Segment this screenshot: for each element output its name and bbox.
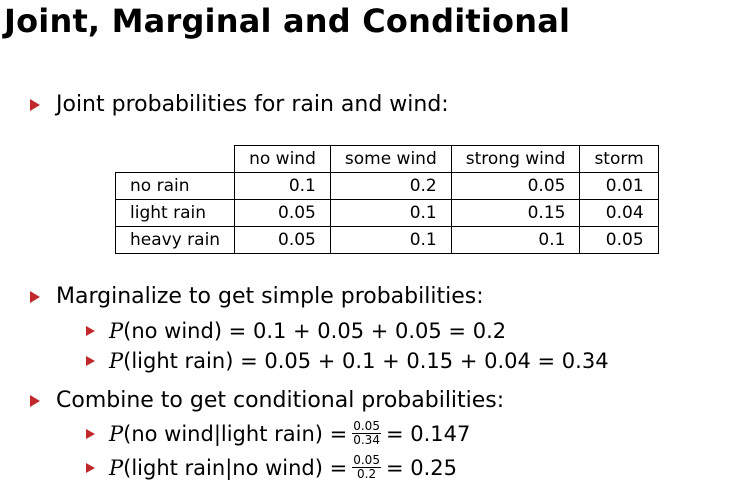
table-row: heavy rain 0.05 0.1 0.1 0.05 (114, 226, 659, 254)
bullet-joint: Joint probabilities for rain and wind: (30, 92, 449, 117)
triangle-bullet-icon (86, 462, 95, 473)
table-cell: 0.01 (579, 172, 659, 200)
equation-text: (no wind) = 0.1 + 0.05 + 0.05 = 0.2 (123, 319, 507, 343)
fraction: 0.05 0.34 (352, 420, 381, 447)
row-label: light rain (114, 199, 236, 227)
table-cell: 0.1 (450, 226, 581, 254)
column-header: no wind (234, 145, 331, 173)
bullet-combine: Combine to get conditional probabilities… (30, 388, 504, 413)
column-header: storm (579, 145, 659, 173)
column-header: strong wind (450, 145, 581, 173)
conditional-light-rain-given-no-wind: P (light rain|no wind) = 0.05 0.2 = 0.25 (86, 454, 457, 481)
fraction-numerator: 0.05 (352, 453, 381, 468)
triangle-bullet-icon (30, 290, 40, 303)
table-row: no rain 0.1 0.2 0.05 0.01 (114, 172, 659, 200)
table-cell: 0.05 (450, 172, 581, 200)
column-header: some wind (329, 145, 452, 173)
marginal-no-wind: P (no wind) = 0.1 + 0.05 + 0.05 = 0.2 (86, 319, 506, 343)
prob-symbol: P (109, 349, 124, 373)
table-header-row: no wind some wind strong wind storm (115, 145, 659, 173)
triangle-bullet-icon (86, 428, 95, 439)
triangle-bullet-icon (30, 394, 40, 407)
row-label: no rain (114, 172, 236, 200)
table-cell: 0.04 (579, 199, 659, 227)
equation-result: = 0.25 (385, 455, 457, 480)
table-cell: 0.2 (329, 172, 452, 200)
table-cell: 0.05 (234, 226, 331, 254)
table-cell: 0.05 (579, 226, 659, 254)
table-cell: 0.15 (450, 199, 581, 227)
table-cell: 0.1 (329, 226, 452, 254)
bullet-marginalize: Marginalize to get simple probabilities: (30, 284, 484, 309)
row-label: heavy rain (114, 226, 236, 254)
bullet-joint-text: Joint probabilities for rain and wind: (56, 92, 449, 117)
fraction-numerator: 0.05 (352, 419, 381, 434)
table-cell: 0.1 (234, 172, 331, 200)
table-cell: 0.05 (234, 199, 331, 227)
prob-symbol: P (109, 319, 124, 343)
marginal-light-rain: P (light rain) = 0.05 + 0.1 + 0.15 + 0.0… (86, 349, 609, 373)
fraction: 0.05 0.2 (352, 454, 381, 481)
equation-lhs: (light rain|no wind) = (123, 455, 348, 480)
bullet-combine-text: Combine to get conditional probabilities… (56, 388, 505, 413)
conditional-no-wind-given-light-rain: P (no wind|light rain) = 0.05 0.34 = 0.1… (86, 420, 470, 447)
prob-symbol: P (109, 421, 124, 446)
table-row: light rain 0.05 0.1 0.15 0.04 (114, 199, 659, 227)
bullet-marginalize-text: Marginalize to get simple probabilities: (56, 284, 484, 309)
table-corner-cell (115, 145, 236, 173)
table-cell: 0.1 (329, 199, 452, 227)
equation-result: = 0.147 (385, 421, 471, 446)
triangle-bullet-icon (30, 98, 40, 111)
equation-text: (light rain) = 0.05 + 0.1 + 0.15 + 0.04 … (123, 349, 609, 373)
equation-lhs: (no wind|light rain) = (123, 421, 348, 446)
slide-title: Joint, Marginal and Conditional (4, 2, 571, 40)
fraction-denominator: 0.2 (357, 467, 377, 481)
fraction-denominator: 0.34 (353, 433, 380, 447)
prob-symbol: P (109, 455, 124, 480)
joint-probability-table: no wind some wind strong wind storm no r… (114, 145, 659, 254)
triangle-bullet-icon (86, 356, 95, 366)
triangle-bullet-icon (86, 326, 95, 336)
